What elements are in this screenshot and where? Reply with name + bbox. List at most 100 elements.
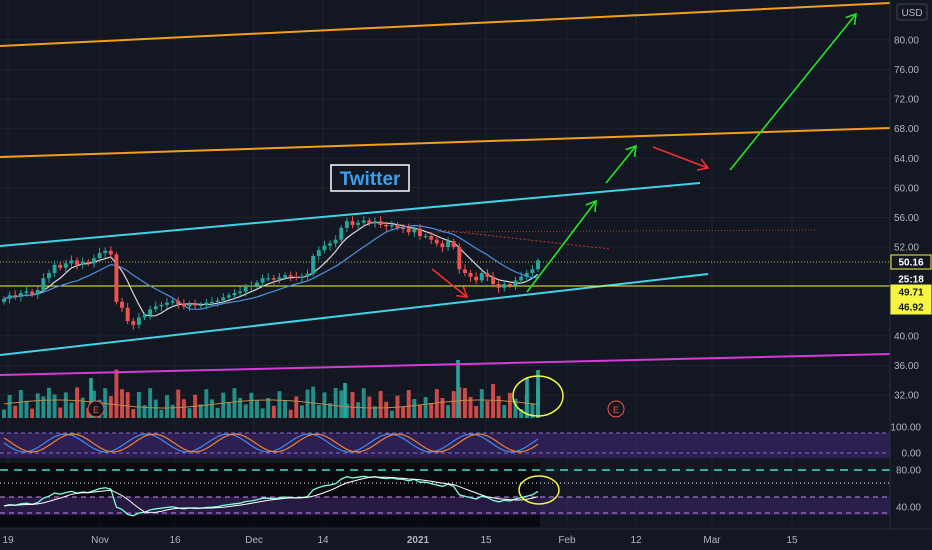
candle-body [148, 309, 153, 316]
volume-bar [378, 391, 383, 418]
price-label-text: 50.16 [898, 258, 923, 269]
candle-body [260, 278, 265, 283]
red-arrow-head [697, 158, 710, 171]
time-axis[interactable] [0, 529, 932, 550]
stoch-panel-fill [0, 433, 890, 458]
volume-bar [30, 408, 35, 418]
green-arrow-head [585, 199, 597, 213]
candle-body [153, 306, 158, 310]
candle-body [271, 278, 276, 280]
candle-body [316, 250, 321, 256]
volume-bar [367, 396, 372, 418]
volume-bar [18, 390, 23, 418]
candle-body [417, 228, 422, 236]
currency-button[interactable] [896, 3, 928, 21]
candle-body [254, 282, 259, 286]
candle-body [530, 269, 535, 273]
candle-body [401, 227, 406, 230]
candle-body [221, 297, 226, 301]
volume-bar [513, 398, 518, 418]
volume-bar [277, 391, 282, 418]
price-label-badge [890, 284, 932, 300]
earnings-marker[interactable] [87, 400, 105, 418]
volume-bar [328, 403, 332, 418]
volume-bar [423, 397, 428, 418]
candle-body [344, 221, 349, 228]
volume-bar [507, 392, 512, 418]
earnings-marker-label: E [613, 405, 619, 415]
candle-body [299, 276, 304, 278]
volume-bar [491, 384, 495, 418]
rsi-panel-dark [0, 463, 540, 527]
volume-bar [417, 405, 422, 418]
candle-body [389, 224, 394, 227]
volume-bar [165, 395, 169, 418]
volume-bar [254, 400, 259, 418]
candle-body [2, 298, 6, 302]
candle-body [187, 304, 192, 307]
candle-body [468, 273, 473, 277]
candle-body [249, 285, 254, 288]
candle-body [75, 260, 80, 265]
price-label-text: 25:18 [898, 275, 924, 286]
candle-body [47, 273, 51, 279]
stoch-d-line [3, 433, 539, 453]
candle-body [339, 227, 344, 240]
candle-body [63, 263, 68, 268]
time-axis-ticks: 19 Nov 16 Dec 14 2021 15 Feb 12 Mar 15 [2, 535, 798, 546]
candle-body [423, 236, 428, 238]
candle-body [181, 304, 186, 307]
price-tick-label: 68.00 [894, 124, 919, 135]
orange-upper-line [0, 2, 891, 47]
earnings-marker[interactable] [607, 400, 625, 418]
volume-bar [63, 392, 68, 418]
volume-bar [52, 394, 57, 418]
volume-bar [536, 370, 540, 418]
candles [2, 216, 540, 330]
volume-bar [288, 409, 293, 418]
oscillators [0, 432, 890, 517]
volume-bar [266, 398, 271, 418]
volume-bar [333, 388, 338, 418]
candle-body [288, 275, 293, 277]
volume-bar [271, 405, 276, 418]
time-tick-label: Nov [91, 535, 109, 546]
volume-bar [89, 378, 93, 418]
volume-bar [456, 360, 460, 418]
volume-bar [525, 378, 529, 418]
trend-lines [0, 2, 891, 376]
volume-bar [440, 398, 445, 418]
volume-bar [434, 389, 439, 418]
candle-body [243, 287, 248, 292]
volume-bar [519, 409, 524, 418]
candle-body [311, 255, 316, 274]
candle-body [41, 278, 46, 291]
volume-bar [316, 405, 321, 418]
ma-blue-line [3, 224, 539, 310]
price-tick-label: 80.00 [894, 35, 919, 46]
twitter-label-box[interactable] [330, 164, 410, 192]
volume-bar [69, 402, 74, 418]
time-tick-label: 2021 [407, 535, 430, 546]
volume-bar [311, 386, 316, 418]
volume-bar [238, 397, 243, 418]
candle-body [502, 284, 507, 288]
volume-bar [468, 397, 473, 418]
candle-body [434, 239, 439, 244]
volume-bar [125, 392, 130, 418]
volume-bar [170, 404, 175, 418]
candle-body [266, 278, 271, 280]
price-label-text: 49.71 [898, 288, 923, 299]
volume-bar [474, 406, 479, 418]
candle-body [283, 275, 288, 278]
red-dotted-line [429, 229, 816, 233]
candle-body [395, 224, 400, 228]
candle-body [30, 291, 35, 295]
volume-bar [299, 405, 304, 418]
time-tick-label: Mar [703, 535, 721, 546]
candle-body [159, 304, 164, 307]
candle-body [294, 276, 299, 278]
volume-bar [451, 391, 456, 418]
oscillator-tick-label: 100.00 [890, 423, 921, 434]
